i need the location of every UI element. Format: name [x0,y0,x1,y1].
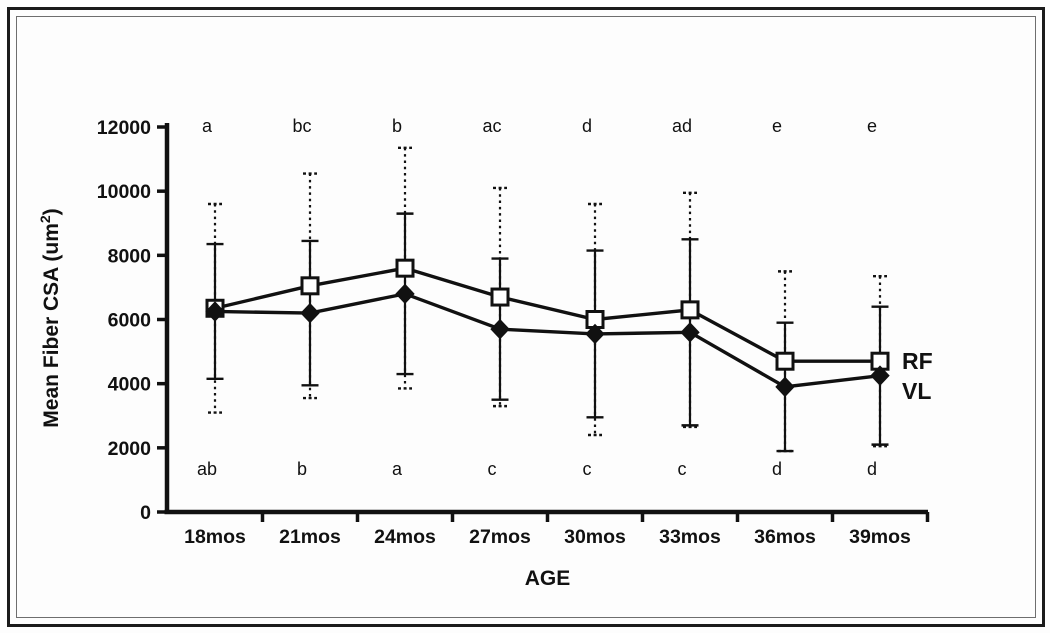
x-category-label: 36mos [754,526,816,548]
sig-letter-top: ac [482,116,501,136]
sig-letter-top: d [582,116,592,136]
x-category-label: 24mos [374,526,436,548]
x-category-label: 33mos [659,526,721,548]
marker-filled-diamond [205,301,225,322]
marker-filled-diamond [585,323,605,345]
marker-filled-diamond [870,365,890,386]
marker-filled-diamond [395,283,415,305]
x-category-label: 18mos [184,526,246,548]
y-tick-label: 0 [140,502,151,524]
marker-open-square [395,258,415,278]
series-line-vl [214,292,881,389]
figure-inner-border [16,16,1036,618]
marker-filled-diamond [300,302,320,324]
axes [157,123,930,522]
sig-letter-bottom: c [678,459,687,479]
legend-vl-label: VL [902,378,931,404]
y-tick-label: 4000 [108,374,152,396]
x-category-label: 21mos [279,526,341,548]
sig-letter-top: b [392,116,402,136]
sig-letter-top: ad [672,116,692,136]
x-category-label: 30mos [564,526,626,548]
sig-letter-bottom: c [583,459,592,479]
y-tick-label: 8000 [108,245,152,267]
sig-letter-bottom: ab [197,459,217,479]
y-tick-labels: 0 2000 4000 6000 8000 10000 12000 [97,117,151,524]
marker-open-square [775,351,795,371]
sig-letter-top: e [772,116,782,136]
figure-outer-border [7,7,1045,627]
marker-open-square [680,300,700,320]
significance-letters-bottom: ab b a c c c d d [197,459,877,479]
x-axis-title: AGE [525,567,571,590]
marker-filled-diamond [490,318,510,340]
y-tick-label: 6000 [108,310,152,332]
sig-letter-bottom: b [297,459,307,479]
legend-rf-label: RF [902,348,933,374]
sig-letter-top: bc [292,116,311,136]
marker-open-square [490,287,510,307]
sig-letter-bottom: a [392,459,403,479]
marker-filled-diamond [775,376,795,398]
y-tick-label: 10000 [97,181,151,203]
marker-open-square [300,276,320,296]
marker-filled-diamond [680,322,700,343]
sig-letter-top: a [202,116,213,136]
y-tick-label: 2000 [108,438,152,460]
sig-letter-bottom: c [488,459,497,479]
sig-letter-bottom: d [772,459,782,479]
y-tick-label: 12000 [97,117,151,139]
sig-letter-bottom: d [867,459,877,479]
sig-letter-top: e [867,116,877,136]
series-line-rf [214,266,880,363]
significance-letters-top: a bc b ac d ad e e [202,116,877,136]
series-markers-vl [205,283,890,398]
x-tick-labels: 18mos 21mos 24mos 27mos 30mos 33mos 36mos 39mos [184,526,911,548]
y-axis-title: Mean Fiber CSA (um2) [37,208,63,427]
x-category-label: 39mos [849,526,911,548]
x-category-label: 27mos [469,526,531,548]
